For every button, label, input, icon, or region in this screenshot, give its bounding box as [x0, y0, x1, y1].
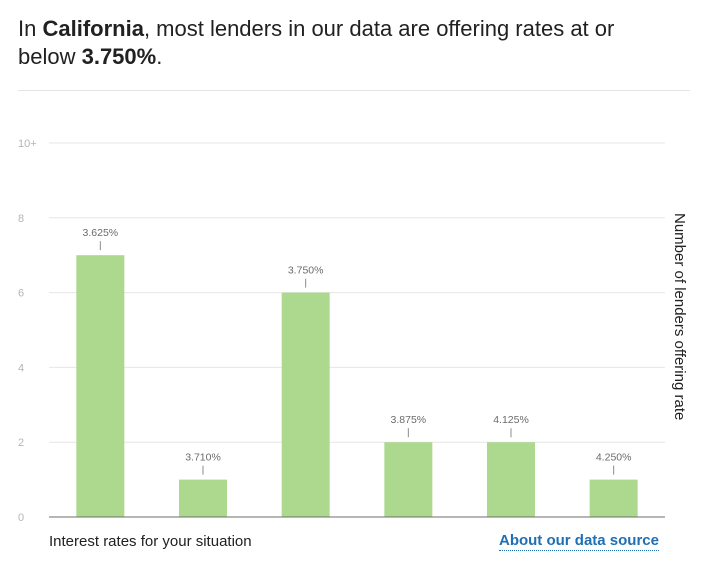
bar-value-label: 3.750%: [288, 265, 324, 277]
data-source-link[interactable]: About our data source: [498, 532, 659, 551]
y-tick-label: 0: [18, 512, 24, 524]
bar: [76, 255, 125, 517]
headline-rate: 3.750%: [81, 44, 157, 69]
headline-state: California: [42, 16, 144, 41]
y-axis-label: Number of lenders offering rate: [671, 213, 688, 420]
bar: [487, 442, 535, 517]
bar-value-label: 3.710%: [185, 452, 221, 464]
bar: [281, 292, 330, 517]
bar-value-label: 3.875%: [391, 414, 427, 426]
bar-value-label: 4.125%: [493, 414, 529, 426]
y-tick-label: 2: [18, 437, 24, 449]
y-tick-label: 10+: [18, 138, 37, 150]
y-tick-label: 8: [18, 213, 24, 225]
bars: 3.625% 3.710% 3.750% 3.875% 4.125% 4.250%: [76, 227, 638, 517]
headline-suffix: .: [156, 44, 163, 69]
y-tick-label: 6: [18, 288, 24, 300]
header-divider: [18, 90, 690, 91]
y-tick-label: 4: [18, 362, 24, 374]
y-axis-ticks: 0 2 4 6 8 10+: [18, 138, 37, 524]
bar: [384, 442, 433, 517]
headline: In California, most lenders in our data …: [18, 15, 638, 71]
headline-prefix: In: [18, 16, 43, 41]
headline-middle: , most lenders in our data are offering …: [18, 16, 615, 69]
x-axis-label: Interest rates for your situation: [49, 533, 252, 550]
bar: [179, 479, 227, 517]
bar-value-label: 3.625%: [83, 227, 119, 239]
bar-value-label: 4.250%: [596, 452, 632, 464]
bar: [589, 479, 638, 517]
grid-lines: [49, 142, 665, 443]
